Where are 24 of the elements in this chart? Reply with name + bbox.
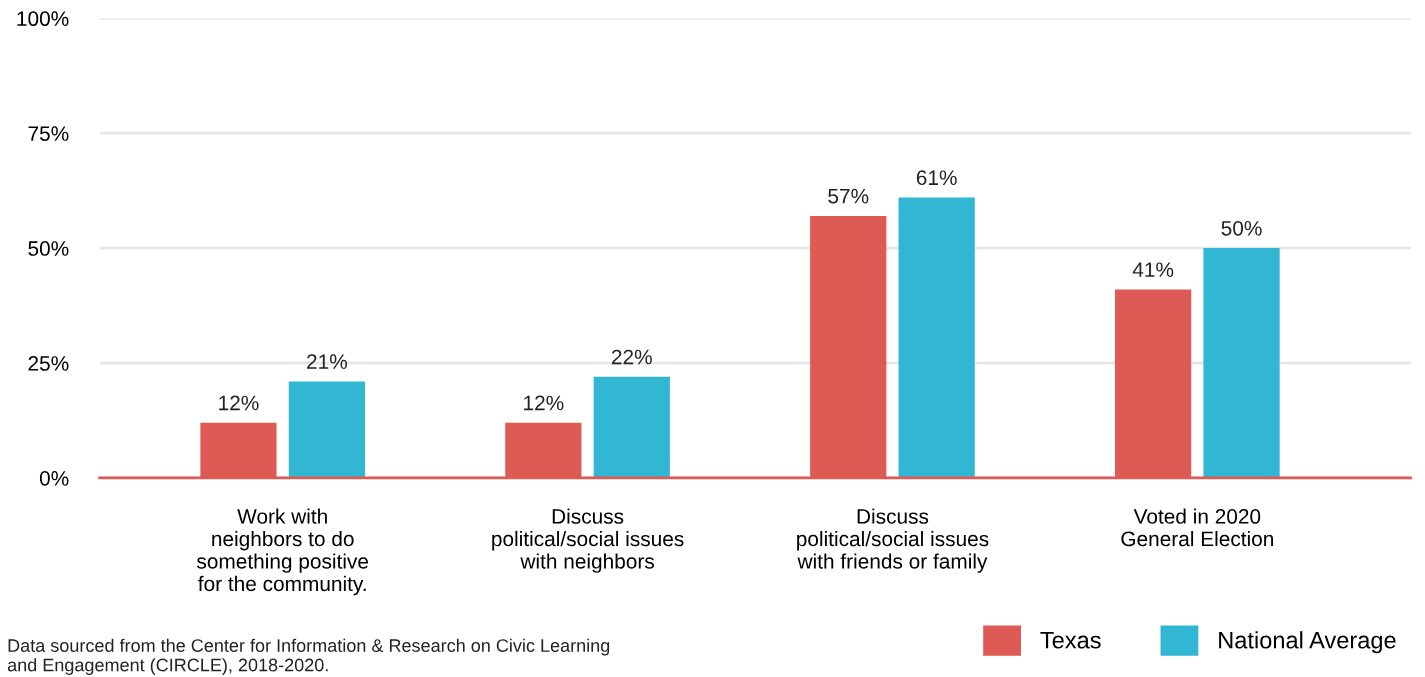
data-label: 21% (307, 354, 347, 369)
text: Data sourced from the Center for Information & Research on Civic Learning and Engagement (CIRCLE), 2018-2020. (7, 638, 610, 675)
data-label: 57% (828, 188, 869, 204)
y-tick-label: 0% (39, 470, 69, 486)
legend-label: National Average (1219, 631, 1396, 654)
data-label: 12% (524, 395, 564, 411)
bar (898, 197, 975, 478)
bar (1203, 248, 1280, 478)
y-tick-label: 100% (17, 11, 69, 27)
bar (593, 376, 670, 478)
legend-label: Texas (1040, 632, 1101, 649)
data-label: 61% (916, 170, 957, 186)
bar (288, 381, 365, 478)
data-label: 50% (1221, 220, 1262, 236)
y-tick-label: 75% (28, 126, 69, 141)
data-label: 12% (219, 395, 259, 411)
data-label: 41% (1132, 262, 1174, 277)
x-tick-label: Discuss political/social issues with neighbors (492, 508, 684, 573)
data-label: 22% (611, 349, 652, 365)
y-tick-label: 50% (28, 241, 69, 256)
y-tick-label: 25% (28, 356, 69, 371)
x-tick-label: Voted in 2020 General Election (1121, 508, 1273, 547)
x-tick-label: Discuss political/social issues with friends or family (797, 508, 989, 573)
x-tick-label: Work with neighbors to do something positive for the community. (196, 508, 369, 596)
